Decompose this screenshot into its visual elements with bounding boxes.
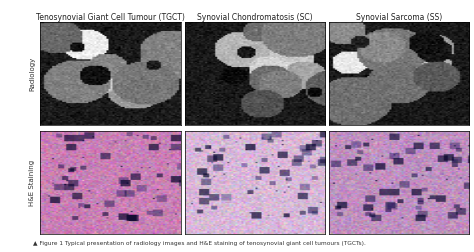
- Text: H&E Staining: H&E Staining: [29, 160, 35, 206]
- Text: ▲ Figure 1 Typical presentation of radiology images and H&E staining of tenosyno: ▲ Figure 1 Typical presentation of radio…: [33, 240, 366, 245]
- Title: Tenosynovial Giant Cell Tumour (TGCT): Tenosynovial Giant Cell Tumour (TGCT): [36, 13, 185, 22]
- Title: Synovial Sarcoma (SS): Synovial Sarcoma (SS): [356, 13, 442, 22]
- Text: Radiology: Radiology: [29, 57, 35, 91]
- Title: Synovial Chondromatosis (SC): Synovial Chondromatosis (SC): [197, 13, 313, 22]
